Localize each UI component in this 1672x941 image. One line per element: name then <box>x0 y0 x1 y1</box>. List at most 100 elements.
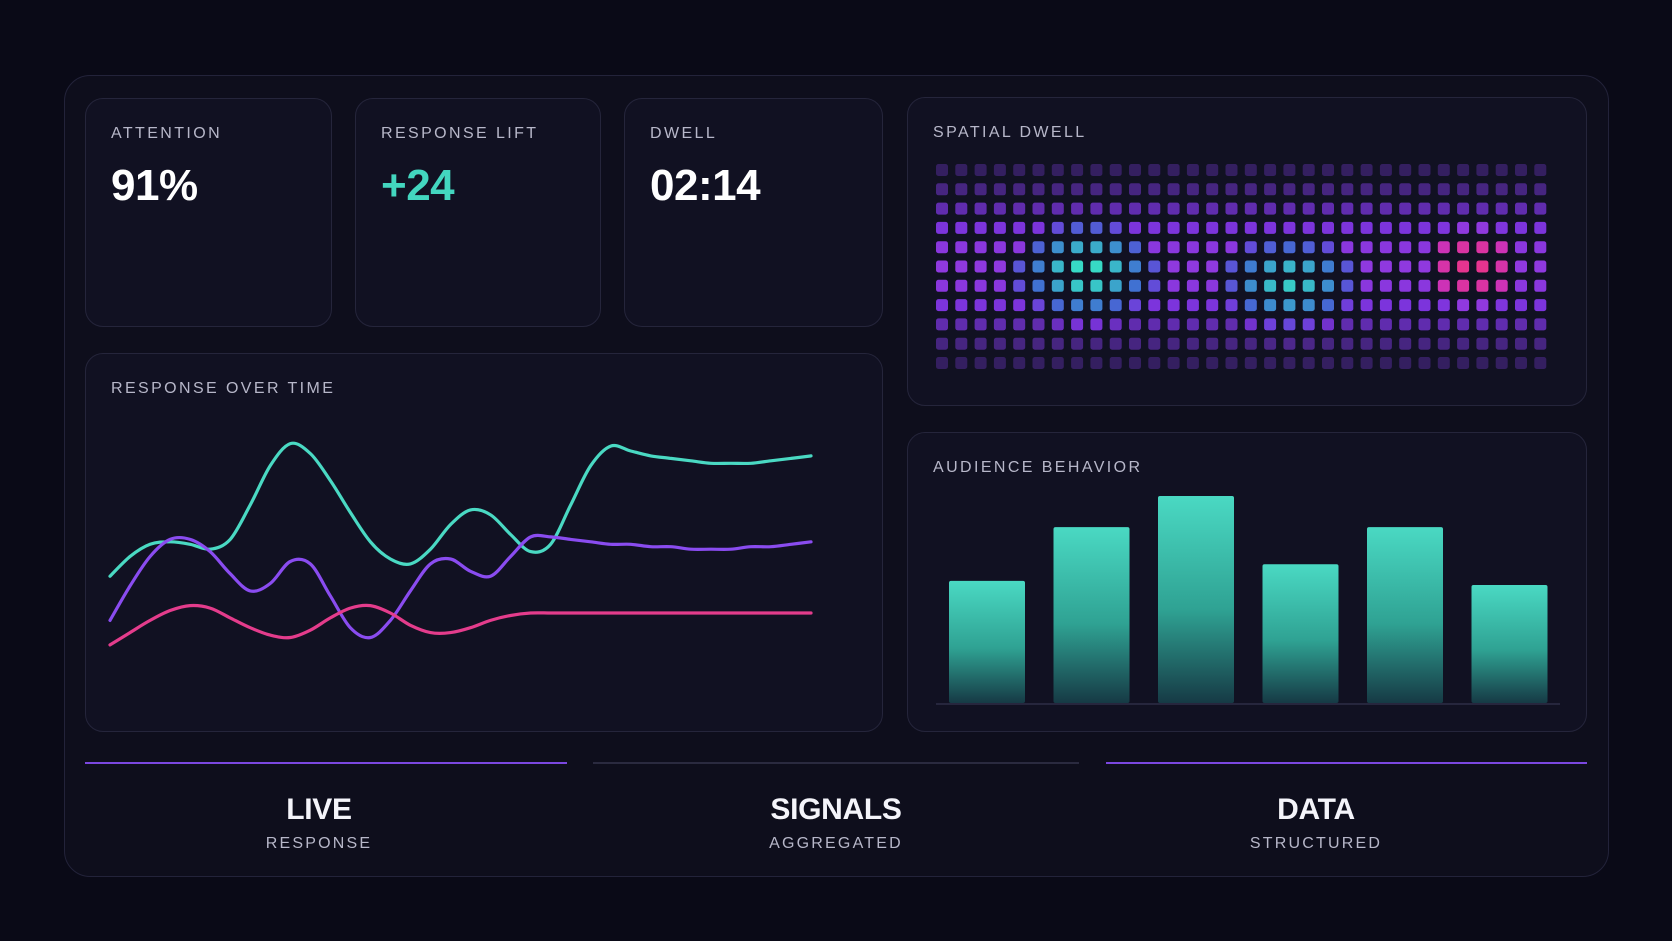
heatmap-cell <box>1399 241 1412 254</box>
heatmap-cell <box>1244 279 1257 292</box>
kpi-value: 02:14 <box>650 161 761 210</box>
heatmap-cell <box>1341 279 1354 292</box>
heatmap-cell <box>955 183 968 196</box>
heatmap-cell <box>1341 357 1354 369</box>
heatmap-cell <box>974 337 987 350</box>
heatmap-cell <box>1302 299 1315 312</box>
heatmap-cell <box>1379 279 1392 292</box>
chart-title: AUDIENCE BEHAVIOR <box>933 459 1143 476</box>
heatmap-cell <box>1322 299 1334 312</box>
heatmap-cell <box>1013 357 1026 369</box>
heatmap-cell <box>1515 279 1527 292</box>
heatmap-cell <box>1476 357 1489 369</box>
kpi-label: DWELL <box>650 125 718 142</box>
heatmap-cell <box>1186 260 1199 273</box>
kpi-label: RESPONSE LIFT <box>381 125 539 142</box>
heatmap-cell <box>1032 357 1045 369</box>
heatmap-cell <box>1437 183 1450 196</box>
heatmap-cell <box>936 164 948 176</box>
bar <box>1053 527 1130 703</box>
heatmap-cell <box>1186 357 1199 369</box>
heatmap-cell <box>1437 260 1450 273</box>
heatmap-cell <box>1051 164 1064 176</box>
heatmap-cell <box>1129 164 1141 176</box>
heatmap-cell <box>1495 279 1508 292</box>
heatmap-cell <box>1071 299 1084 312</box>
heatmap-cell <box>1051 318 1064 331</box>
heatmap-cell <box>1495 164 1508 176</box>
heatmap-cell <box>1032 279 1045 292</box>
heatmap-cell <box>1302 357 1315 369</box>
heatmap-cell <box>1476 299 1489 312</box>
heatmap-cell <box>1476 202 1489 215</box>
heatmap-cell <box>955 279 968 292</box>
heatmap-cell <box>1244 241 1257 254</box>
heatmap-cell <box>1437 299 1450 312</box>
heatmap-cell <box>993 221 1006 234</box>
heatmap-cell <box>974 357 987 369</box>
heatmap-cell <box>1283 183 1296 196</box>
heatmap-cell <box>1515 221 1527 234</box>
heatmap-cell <box>1071 183 1084 196</box>
heatmap-cell <box>1013 183 1026 196</box>
heatmap-cell <box>1148 164 1161 176</box>
heatmap-cell <box>1302 279 1315 292</box>
heatmap-cell <box>974 241 987 254</box>
heatmap-cell <box>1090 260 1103 273</box>
bar <box>1367 527 1443 703</box>
heatmap-cell <box>1418 164 1431 176</box>
footer-title-data: DATA <box>1277 793 1355 826</box>
bar <box>1262 564 1339 703</box>
heatmap-cell <box>1167 164 1180 176</box>
heatmap-cell <box>1244 183 1257 196</box>
heatmap-cell <box>1495 183 1508 196</box>
heatmap-cell <box>1457 299 1470 312</box>
heatmap-cell <box>1013 299 1026 312</box>
heatmap-cell <box>1341 318 1354 331</box>
heatmap-cell <box>1148 241 1161 254</box>
heatmap-cell <box>1457 183 1470 196</box>
heatmap-cell <box>1495 260 1508 273</box>
heatmap-cell <box>1457 337 1470 350</box>
heatmap-cell <box>1129 183 1141 196</box>
heatmap-cell <box>1109 279 1122 292</box>
heatmap-cell <box>1129 299 1141 312</box>
heatmap-cell <box>1032 202 1045 215</box>
heatmap-cell <box>1051 183 1064 196</box>
heatmap-cell <box>1109 337 1122 350</box>
heatmap-cell <box>1302 337 1315 350</box>
heatmap-cell <box>1186 279 1199 292</box>
heatmap-cell <box>1534 260 1547 273</box>
heatmap-cell <box>1071 318 1084 331</box>
heatmap-cell <box>1167 183 1180 196</box>
heatmap-cell <box>974 299 987 312</box>
heatmap-cell <box>1302 183 1315 196</box>
heatmap-cell <box>1013 241 1026 254</box>
heatmap-cell <box>1437 221 1450 234</box>
heatmap-cell <box>1225 299 1238 312</box>
bar <box>949 580 1025 703</box>
audience-behavior-card: AUDIENCE BEHAVIOR <box>907 432 1587 732</box>
heatmap-cell <box>1244 337 1257 350</box>
heatmap-cell <box>1090 337 1103 350</box>
heatmap-cell <box>1090 183 1103 196</box>
heatmap-cell <box>1399 202 1412 215</box>
heatmap-cell <box>1515 164 1527 176</box>
heatmap-cell <box>1129 337 1141 350</box>
heatmap-cell <box>1476 183 1489 196</box>
chart-title: SPATIAL DWELL <box>933 124 1087 141</box>
heatmap-cell <box>1534 183 1547 196</box>
heatmap-cell <box>1071 357 1084 369</box>
heatmap-cell <box>1186 241 1199 254</box>
heatmap-cell <box>1109 221 1122 234</box>
footer-divider-signals <box>593 762 1079 764</box>
heatmap-cell <box>1379 202 1392 215</box>
heatmap-cell <box>1244 299 1257 312</box>
heatmap-cell <box>1225 164 1238 176</box>
heatmap-cell <box>1341 260 1354 273</box>
heatmap-cell <box>1032 299 1045 312</box>
heatmap-cell <box>1186 318 1199 331</box>
heatmap-cell <box>1186 299 1199 312</box>
heatmap-cell <box>1341 183 1354 196</box>
heatmap-cell <box>1032 164 1045 176</box>
